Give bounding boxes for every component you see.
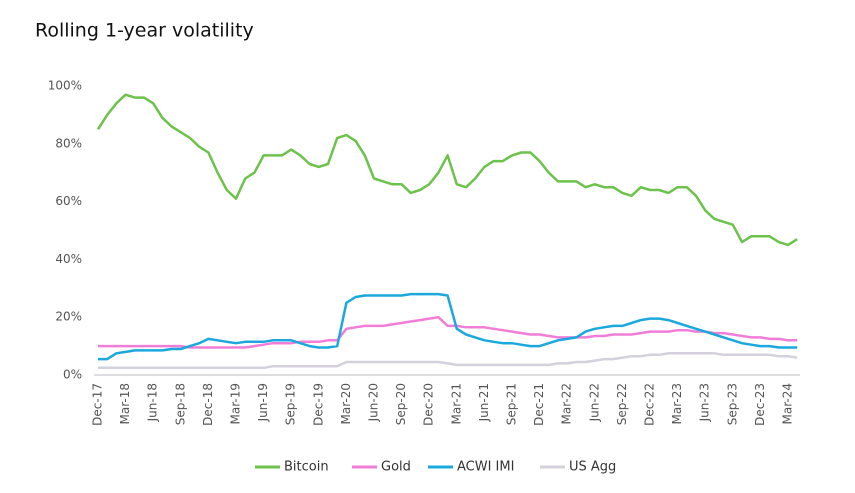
x-tick-label: Dec-21: [532, 383, 546, 426]
y-tick-label: 20%: [55, 310, 82, 324]
x-tick-label: Jun-18: [146, 383, 160, 422]
y-tick-label: 80%: [55, 136, 82, 150]
x-tick-label: Mar-22: [560, 383, 574, 424]
x-tick-label: Sep-18: [173, 383, 187, 425]
chart-title: Rolling 1-year volatility: [35, 20, 254, 42]
x-tick-label: Dec-20: [422, 383, 436, 426]
x-tick-label: Dec-17: [91, 383, 105, 426]
series-line: [98, 292, 798, 361]
y-tick-label: 0%: [63, 368, 82, 382]
y-tick-label: 40%: [55, 252, 82, 266]
x-tick-label: Mar-18: [118, 383, 132, 424]
x-tick-label: Jun-19: [256, 383, 270, 422]
series-line: [96, 93, 798, 247]
x-tick-label: Sep-20: [394, 383, 408, 425]
x-tick-label: Mar-23: [670, 383, 684, 424]
legend-label: Bitcoin: [284, 460, 329, 475]
x-tick-label: Sep-19: [284, 383, 298, 425]
x-tick-label: Dec-23: [753, 383, 767, 426]
x-tick-label: Jun-23: [698, 383, 712, 422]
legend-label: ACWI IMI: [457, 460, 514, 475]
x-tick-label: Dec-22: [643, 383, 657, 426]
x-tick-label: Sep-22: [615, 383, 629, 425]
x-tick-label: Mar-21: [449, 383, 463, 424]
x-tick-label: Sep-23: [725, 383, 739, 425]
x-tick-label: Dec-19: [311, 383, 325, 426]
x-tick-label: Jun-21: [477, 383, 491, 422]
y-tick-label: 100%: [48, 79, 82, 93]
y-tick-label: 60%: [55, 194, 82, 208]
legend-label: Gold: [381, 460, 411, 475]
x-tick-label: Jun-22: [587, 383, 601, 422]
x-tick-label: Dec-18: [201, 383, 215, 426]
x-tick-label: Sep-21: [505, 383, 519, 425]
series-line: [98, 315, 798, 349]
legend-label: US Agg: [569, 460, 616, 475]
x-tick-label: Mar-20: [339, 383, 353, 424]
x-tick-label: Mar-19: [229, 383, 243, 424]
x-tick-label: Jun-20: [367, 383, 381, 422]
x-tick-label: Mar-24: [781, 383, 795, 424]
series-line: [98, 352, 798, 370]
